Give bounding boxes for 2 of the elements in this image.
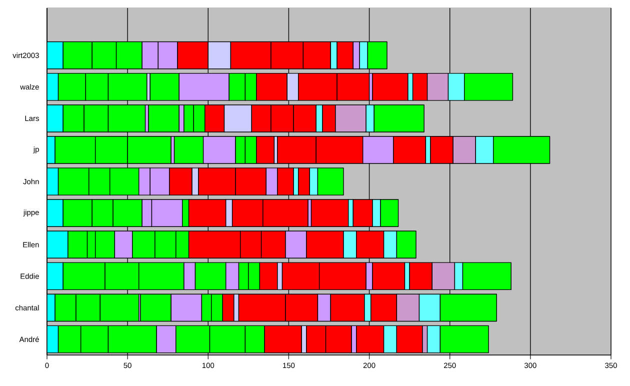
bar (310, 199, 349, 227)
bar (372, 72, 408, 101)
